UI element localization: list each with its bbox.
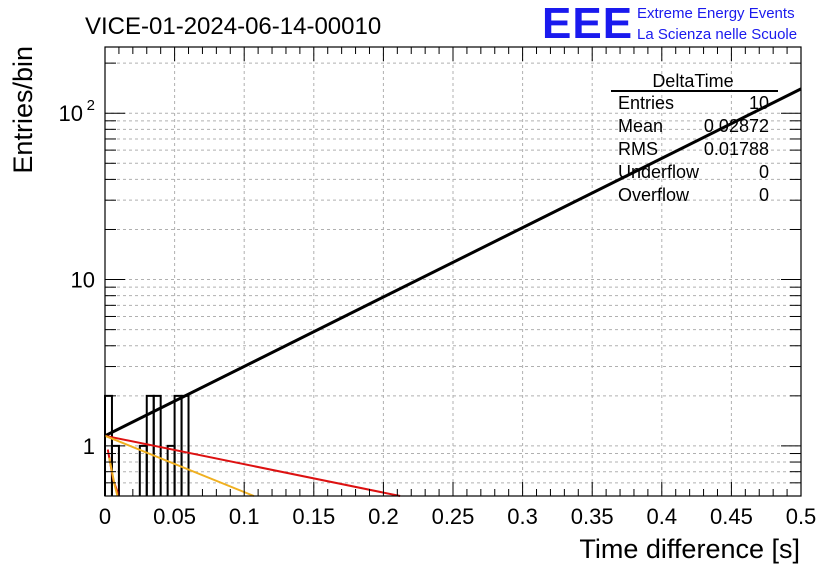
- run-title: VICE-01-2024-06-14-00010: [85, 13, 381, 40]
- x-tick-label: 0.25: [432, 504, 475, 529]
- x-tick-label: 0.3: [507, 504, 538, 529]
- x-tick-label: 0.35: [571, 504, 614, 529]
- x-axis-label: Time difference [s]: [579, 534, 800, 564]
- x-tick-label: 0.05: [153, 504, 196, 529]
- axis-ticks: [104, 47, 802, 496]
- y-tick-label: 10: [59, 101, 83, 126]
- logo-line-1: Extreme Energy Events: [637, 5, 795, 22]
- stats-box: DeltaTime Entries 10 Mean 0.02872 RMS 0.01788…: [611, 71, 778, 205]
- stats-row-label: Underflow: [618, 162, 700, 182]
- stats-row-label: Mean: [618, 116, 663, 136]
- x-tick-label: 0.15: [292, 504, 335, 529]
- x-tick-label: 0.1: [229, 504, 260, 529]
- x-tick-label: 0.2: [368, 504, 399, 529]
- x-tick-label: 0.4: [647, 504, 678, 529]
- stats-title: DeltaTime: [652, 71, 733, 91]
- fit-curve: [108, 457, 119, 497]
- stats-row-value: 0: [759, 185, 769, 205]
- x-tick-label: 0.45: [710, 504, 753, 529]
- stats-row-value: 0.02872: [704, 116, 769, 136]
- x-tick-label: 0: [99, 504, 111, 529]
- stats-row-value: 0.01788: [704, 139, 769, 159]
- y-tick-exponent: 2: [87, 97, 95, 114]
- stats-row-label: Entries: [618, 93, 674, 113]
- y-tick-label: 1: [83, 434, 95, 459]
- fit-curve: [104, 434, 401, 497]
- fit-curve: [104, 434, 255, 497]
- y-axis-label: Entries/bin: [8, 46, 38, 174]
- eee-logo: EEE: [542, 0, 633, 48]
- x-tick-labels: 0 0.05 0.1 0.15 0.2 0.25 0.3 0.35 0.4 0.45 0.5: [99, 504, 816, 529]
- logo-line-2: La Scienza nelle Scuole: [637, 26, 797, 43]
- stats-row-value: 10: [749, 93, 769, 113]
- stats-row-label: RMS: [618, 139, 658, 159]
- stats-row-value: 0: [759, 162, 769, 182]
- fit-curves: [104, 87, 802, 497]
- fit-curve: [104, 87, 802, 438]
- stats-row-label: Overflow: [618, 185, 690, 205]
- y-tick-label: 10: [71, 268, 95, 293]
- x-tick-label: 0.5: [786, 504, 817, 529]
